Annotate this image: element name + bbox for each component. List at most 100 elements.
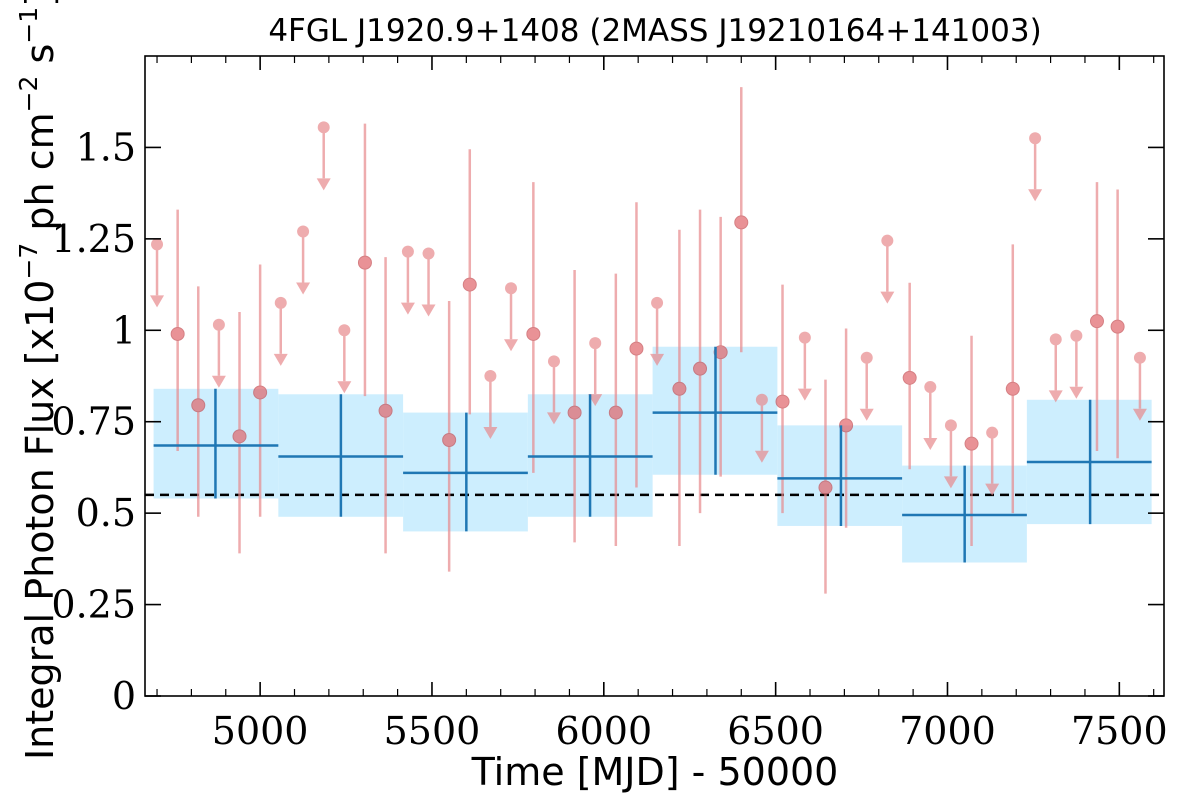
long-bin-cross — [777, 425, 903, 526]
upper-limit-point — [316, 121, 331, 191]
upper-limit-marker — [422, 247, 435, 260]
upper-limit-arrow — [923, 437, 938, 450]
upper-limit-point — [211, 318, 226, 388]
x-tick-label: 5500 — [384, 709, 481, 753]
y-tick-label: 0 — [112, 674, 136, 718]
data-point-marker — [902, 370, 917, 385]
upper-limit-arrow — [504, 339, 519, 352]
upper-limit-marker — [1049, 333, 1062, 346]
data-point-marker — [232, 429, 247, 444]
upper-limit-marker — [212, 318, 225, 331]
data-point-marker — [964, 436, 979, 451]
data-point — [734, 87, 749, 353]
long-bin-cross — [278, 394, 404, 517]
upper-limit-point — [400, 245, 415, 315]
data-point — [567, 269, 582, 543]
data-point-marker — [775, 394, 790, 409]
data-point-marker — [734, 215, 749, 230]
upper-limit-marker — [881, 234, 894, 247]
upper-limit-marker — [798, 331, 811, 344]
upper-limit-point — [150, 238, 165, 308]
upper-limit-point — [754, 393, 769, 463]
upper-limit-point — [588, 337, 603, 407]
data-point-marker — [839, 418, 854, 433]
data-point — [1005, 244, 1020, 514]
plot-frame — [144, 55, 1165, 697]
data-point — [232, 312, 247, 554]
y-axis-label-exp1: −7 — [14, 243, 43, 280]
short-bin-points — [150, 87, 1147, 594]
data-point — [672, 229, 687, 547]
data-point — [818, 379, 833, 594]
data-point-marker — [462, 277, 477, 292]
upper-limit-arrow — [1028, 189, 1043, 202]
long-bin-cross — [902, 465, 1027, 563]
data-point-marker — [191, 398, 206, 413]
upper-limit-arrow — [1132, 408, 1147, 421]
upper-limit-marker — [1070, 329, 1083, 342]
y-axis-ticks: 0 0.25 0.5 0.75 1 1.25 1.5 — [51, 125, 1164, 718]
data-point-marker — [170, 326, 185, 341]
chart-title: 4FGL J1920.9+1408 (2MASS J19210164+14100… — [268, 13, 1041, 49]
data-point-marker — [253, 385, 268, 400]
y-tick-label: 0.5 — [76, 491, 136, 535]
upper-limit-marker — [317, 121, 330, 134]
long-bin-cross — [527, 394, 653, 517]
upper-limit-marker — [944, 419, 957, 432]
data-point — [357, 123, 372, 397]
upper-limit-arrow — [1048, 390, 1063, 403]
data-point — [191, 286, 206, 517]
upper-limit-arrow — [588, 394, 603, 407]
data-point — [1110, 189, 1125, 459]
x-tick-label: 5000 — [212, 709, 309, 753]
upper-limit-marker — [651, 296, 664, 309]
upper-limit-point — [1028, 132, 1043, 202]
upper-limit-marker — [924, 380, 937, 393]
y-axis-label-base: Integral Photon Flux [x10 — [18, 280, 62, 761]
upper-limit-marker — [755, 393, 768, 406]
upper-limit-point — [797, 331, 812, 401]
y-axis-label-end: ] — [18, 0, 62, 7]
long-bin-cross — [403, 412, 528, 532]
upper-limit-arrow — [754, 450, 769, 463]
upper-limit-arrow — [150, 295, 165, 308]
data-point-marker — [672, 381, 687, 396]
upper-limit-arrow — [1069, 386, 1084, 399]
y-tick-label: 0.25 — [51, 583, 136, 627]
upper-limit-point — [1069, 329, 1084, 399]
upper-limit-point — [985, 426, 1000, 496]
upper-limit-marker — [151, 238, 164, 251]
data-point — [170, 209, 185, 451]
upper-limit-point — [943, 419, 958, 489]
data-point — [462, 149, 477, 415]
upper-limit-arrow — [650, 353, 665, 366]
x-tick-label: 6500 — [727, 709, 824, 753]
upper-limit-arrow — [211, 375, 226, 388]
long-bin-cross — [153, 388, 279, 499]
upper-limit-point — [650, 296, 665, 366]
y-axis-label-s: s — [18, 44, 62, 76]
long-bin-crosses — [153, 346, 1152, 563]
upper-limit-arrow — [943, 476, 958, 489]
y-axis-label-exp2: −2 — [14, 76, 43, 113]
upper-limit-arrow — [546, 412, 561, 425]
upper-limit-point — [504, 282, 519, 352]
data-point-marker — [629, 341, 644, 356]
upper-limit-point — [880, 234, 895, 304]
upper-limit-marker — [547, 355, 560, 368]
data-point — [964, 335, 979, 547]
upper-limit-arrow — [985, 483, 1000, 496]
upper-limit-point — [273, 296, 288, 366]
data-point — [378, 257, 393, 554]
data-point — [713, 216, 728, 477]
long-bin-cross — [1026, 399, 1152, 525]
upper-limit-marker — [274, 296, 287, 309]
y-axis-label-mid: ph cm — [18, 112, 62, 242]
y-tick-label: 0.75 — [51, 400, 136, 444]
x-tick-label: 7000 — [899, 709, 996, 753]
y-axis-label: Integral Photon Flux [x10−7 ph cm−2 s−1] — [14, 0, 62, 760]
data-point-marker — [526, 326, 541, 341]
upper-limit-arrow — [859, 408, 874, 421]
upper-limit-point — [296, 225, 311, 295]
data-point-marker — [357, 255, 372, 270]
